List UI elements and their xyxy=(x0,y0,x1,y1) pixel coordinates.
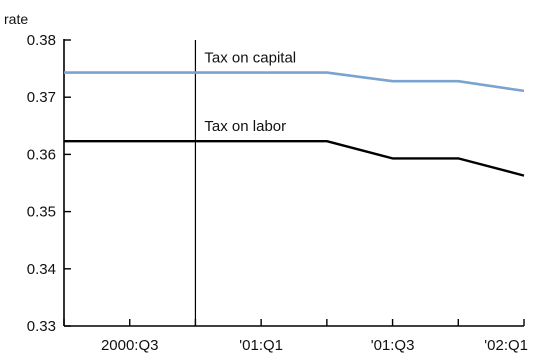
y-tick-label: 0.34 xyxy=(27,261,56,278)
annotation-tax-on-labor: Tax on labor xyxy=(204,118,286,135)
series-line-tax-on-capital xyxy=(64,71,525,93)
y-tick-label: 0.38 xyxy=(27,32,56,49)
y-tick-label: 0.37 xyxy=(27,89,56,106)
y-axis-title: rate xyxy=(4,11,28,27)
x-tick-label: '02:Q1 xyxy=(484,337,528,354)
y-tick-label: 0.35 xyxy=(27,204,56,221)
annotation-tax-on-capital: Tax on capital xyxy=(204,50,296,67)
x-tick-label: '01:Q1 xyxy=(239,337,283,354)
series-line-tax-on-labor xyxy=(64,139,525,177)
y-tick-label: 0.33 xyxy=(27,318,56,335)
x-tick-label: 2000:Q3 xyxy=(101,337,159,354)
plot-area: 0.38 0.37 0.36 0.35 0.34 0.33 2000:Q3 '01:Q1 '01… xyxy=(27,32,528,354)
y-tick-label: 0.36 xyxy=(27,146,56,163)
x-tick-label: '01:Q3 xyxy=(371,337,415,354)
